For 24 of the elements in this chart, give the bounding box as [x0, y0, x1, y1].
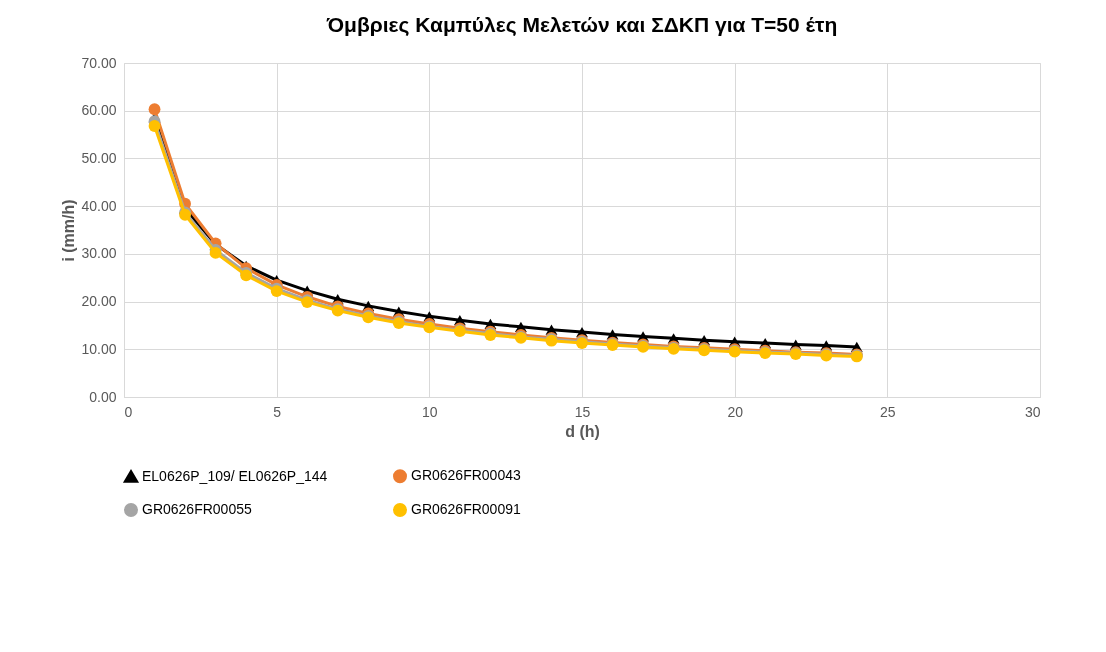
x-tick-label: 10 [422, 403, 438, 420]
legend-label: GR0626FR00055 [142, 501, 252, 517]
x-tick-label: 5 [273, 403, 282, 420]
x-tick-label: 0 [124, 403, 133, 420]
y-tick-label: 30.00 [81, 245, 117, 262]
legend-label: GR0626FR00043 [411, 467, 521, 484]
x-tick-label: 30 [1024, 403, 1041, 420]
chart-title: Όμβριες Καμπύλες Μελετών και ΣΔΚΠ για T=50 έτη [325, 13, 838, 37]
y-tick-label: 40.00 [81, 197, 117, 214]
y-tick-label: 70.00 [81, 54, 117, 71]
y-tick-label: 20.00 [81, 293, 117, 310]
y-tick-label: 0.00 [89, 388, 117, 405]
y-tick-label: 50.00 [81, 149, 117, 166]
y-axis-title: i (mm/h) [60, 199, 78, 262]
x-tick-label: 20 [727, 403, 744, 420]
x-axis-title: d (h) [565, 422, 600, 440]
legend-label: GR0626FR00091 [411, 501, 521, 517]
x-tick-label: 25 [880, 403, 896, 420]
point [148, 103, 161, 116]
x-tick-label: 15 [574, 403, 591, 420]
y-tick-label: 60.00 [81, 102, 117, 119]
y-tick-label: 10.00 [81, 340, 117, 357]
point [148, 120, 161, 132]
legend-label: EL0626P_109/ EL0626P_144 [142, 467, 328, 484]
